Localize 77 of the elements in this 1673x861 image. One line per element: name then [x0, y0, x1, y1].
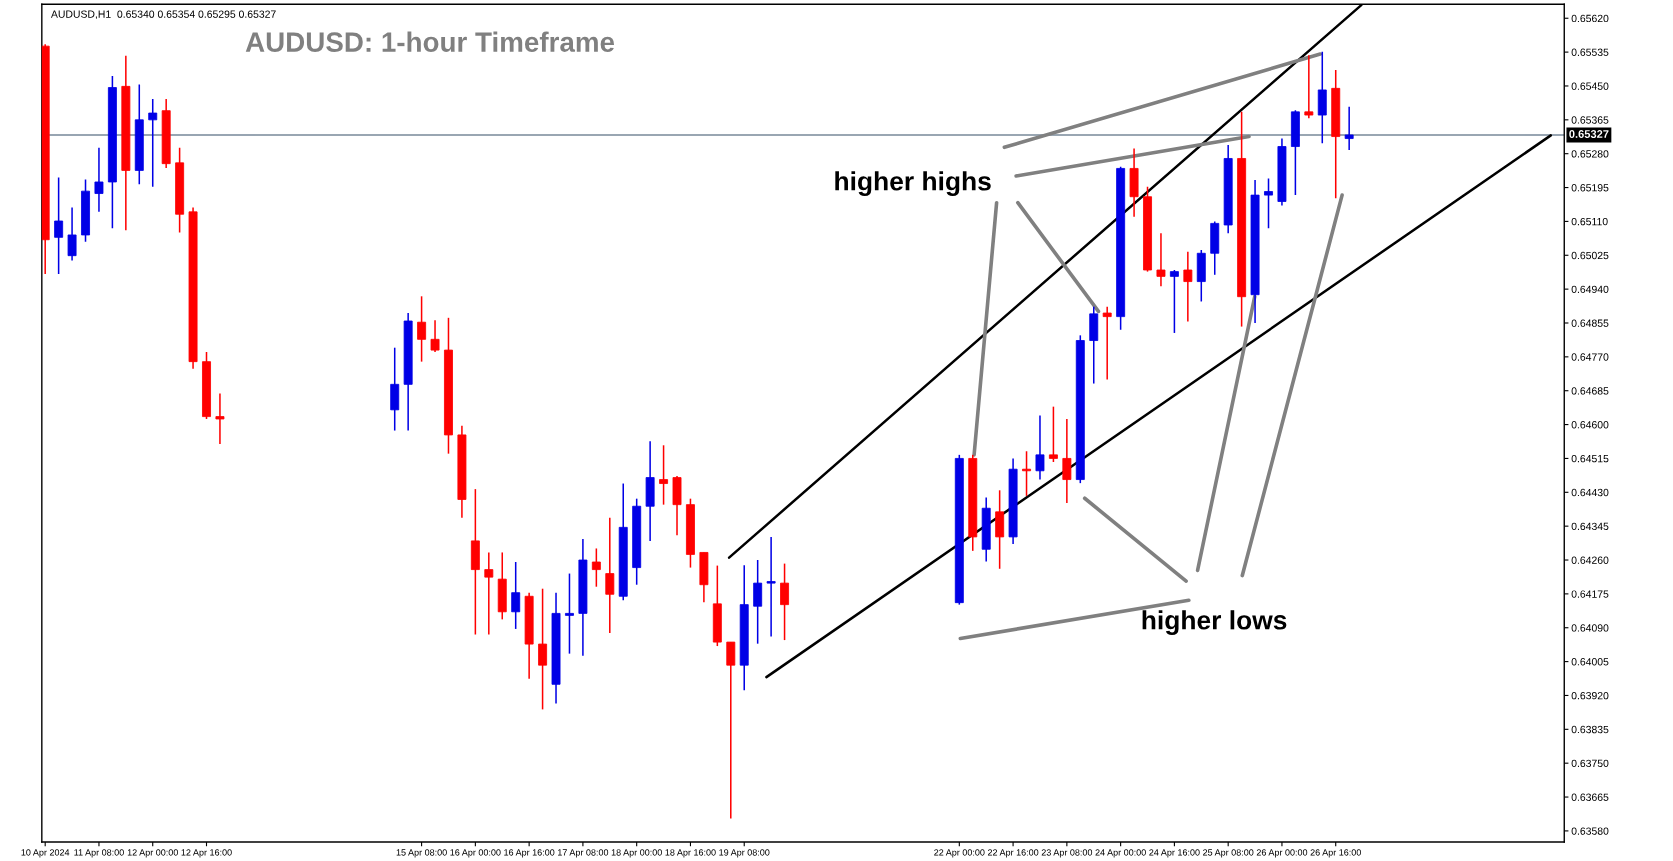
annotation: higher highs — [835, 171, 991, 196]
candlestick — [1183, 250, 1193, 323]
y-tick-label: 0.64855 — [1571, 319, 1609, 327]
candlestick — [565, 572, 574, 655]
candlestick — [605, 517, 615, 634]
annotation: higher lows — [1142, 610, 1287, 635]
candlestick — [753, 559, 763, 645]
candlestick — [726, 641, 736, 820]
y-tick-label: 0.65280 — [1571, 150, 1609, 158]
x-tick-label: 15 Apr 08:00 — [396, 849, 447, 858]
x-tick-label: 12 Apr 16:00 — [181, 849, 232, 858]
y-tick-label: 0.64600 — [1571, 421, 1609, 429]
x-tick-label: 26 Apr 16:00 — [1310, 849, 1361, 858]
y-tick-label: 0.64515 — [1571, 454, 1609, 463]
x-tick-label: 23 Apr 08:00 — [1041, 849, 1093, 858]
y-tick-label: 0.65195 — [1571, 184, 1609, 192]
candlestick — [1169, 269, 1179, 334]
y-tick-label: 0.64005 — [1571, 658, 1609, 666]
candlestick — [1156, 232, 1166, 288]
y-tick-label: 0.64685 — [1571, 387, 1609, 395]
y-tick-label: 0.63920 — [1571, 691, 1609, 700]
x-tick-label: 16 Apr 00:00 — [450, 849, 501, 858]
y-tick-label: 0.64770 — [1571, 353, 1609, 361]
candlestick — [1344, 105, 1354, 151]
candlestick — [1304, 54, 1314, 120]
candlestick — [484, 551, 494, 636]
y-tick-label: 0.65110 — [1571, 217, 1608, 226]
candlestick — [67, 206, 77, 262]
x-tick-label: 16 Apr 16:00 — [504, 849, 555, 858]
candlestick — [659, 444, 669, 506]
y-tick-label: 0.65365 — [1571, 116, 1609, 124]
y-tick-label: 0.63665 — [1571, 793, 1609, 801]
y-tick-label: 0.63835 — [1571, 725, 1609, 734]
x-tick-label: 19 Apr 08:00 — [719, 849, 770, 858]
x-tick-label: 22 Apr 16:00 — [987, 849, 1039, 858]
text: AUDUSD: 1-hour Timeframe — [245, 31, 615, 52]
text: AUDUSD,H1 0.65340 0.65354 0.65295 0.65327 — [50, 10, 276, 20]
y-tick-label: 0.65535 — [1571, 48, 1609, 56]
candlestick — [54, 176, 64, 275]
candlestick — [780, 562, 790, 641]
x-tick-label: 18 Apr 00:00 — [611, 849, 662, 858]
y-tick-label: 0.64260 — [1571, 556, 1609, 564]
x-tick-label: 25 Apr 08:00 — [1203, 849, 1254, 858]
x-tick-label: 12 Apr 00:00 — [127, 849, 178, 858]
candlestick — [148, 98, 158, 188]
y-tick-label: 0.64175 — [1571, 590, 1609, 598]
ref-line-label: 0.65327 — [1569, 130, 1609, 138]
x-tick-label: 17 Apr 08:00 — [558, 849, 609, 858]
x-tick-label: 26 Apr 00:00 — [1256, 849, 1308, 858]
x-tick-label: 11 Apr 08:00 — [74, 849, 124, 858]
candlestick — [430, 319, 440, 353]
y-tick-label: 0.64345 — [1571, 522, 1609, 531]
y-tick-label: 0.64940 — [1571, 285, 1609, 294]
x-tick-label: 24 Apr 16:00 — [1149, 849, 1200, 858]
candlestick — [1062, 418, 1072, 504]
candlestick — [766, 536, 776, 638]
x-tick-label: 22 Apr 00:00 — [934, 849, 985, 858]
x-tick-label: 24 Apr 00:00 — [1095, 849, 1146, 858]
y-tick-label: 0.64430 — [1571, 488, 1609, 497]
candlestick — [511, 561, 521, 630]
x-tick-label: 10 Apr 2024 — [21, 849, 70, 858]
y-tick-label: 0.63580 — [1571, 827, 1609, 835]
y-tick-label: 0.65025 — [1571, 251, 1609, 260]
y-tick-label: 0.63750 — [1571, 759, 1609, 768]
x-tick-label: 18 Apr 16:00 — [665, 849, 716, 858]
candlestick — [1102, 305, 1112, 381]
candlestick — [94, 146, 104, 213]
candlestick — [1264, 177, 1273, 229]
candlestick — [417, 295, 427, 363]
candlestick — [1048, 405, 1058, 463]
candlestick — [538, 587, 548, 711]
candlestick — [215, 392, 225, 445]
y-tick-label: 0.64090 — [1571, 624, 1609, 632]
y-tick-label: 0.65450 — [1571, 82, 1609, 90]
candlestick — [1035, 414, 1045, 481]
candlestick — [591, 547, 601, 588]
y-tick-label: 0.65620 — [1571, 14, 1609, 23]
